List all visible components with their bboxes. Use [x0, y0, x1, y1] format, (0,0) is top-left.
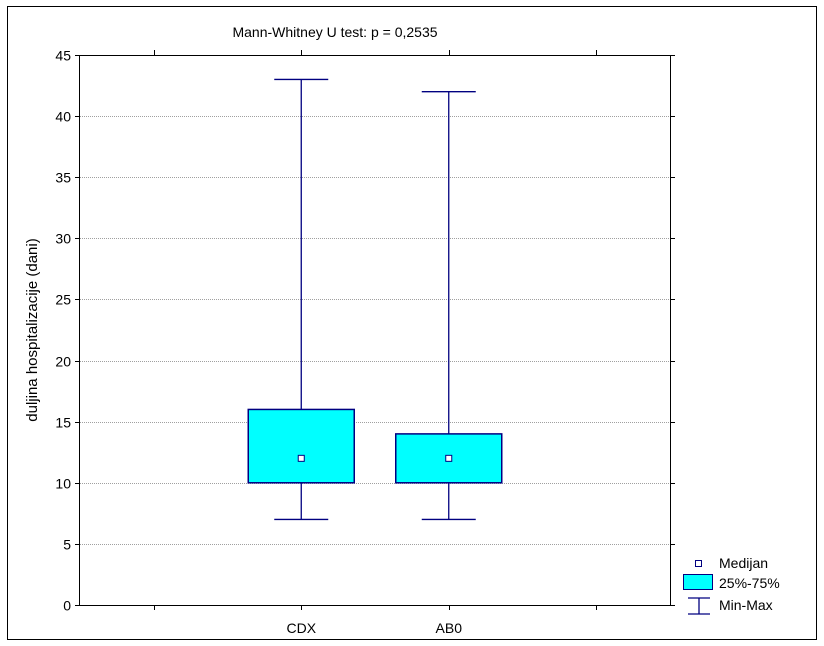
box-group-ab0	[395, 91, 503, 521]
legend-whisker-symbol	[688, 597, 710, 615]
y-tick-label: 10	[55, 476, 71, 492]
legend: Medijan 25%-75% Min-Max	[683, 555, 780, 615]
legend-median-marker	[695, 560, 702, 567]
y-tick-label: 40	[55, 109, 71, 125]
iqr-box	[395, 433, 503, 484]
plot-area-frame	[79, 55, 671, 606]
iqr-box	[247, 408, 355, 484]
y-tick-label: 15	[55, 415, 71, 431]
y-tick-label: 45	[55, 48, 71, 64]
y-tick-label: 35	[55, 170, 71, 186]
grid-lines	[80, 116, 670, 545]
outer-border	[7, 6, 817, 640]
y-tick-label: 5	[63, 537, 71, 553]
legend-box-label: 25%-75%	[719, 575, 780, 591]
legend-box-swatch	[683, 574, 713, 590]
legend-whisker-label: Min-Max	[719, 597, 773, 613]
chart-title: Mann-Whitney U test: p = 0,2535	[232, 24, 437, 40]
y-tick-label: 30	[55, 231, 71, 247]
legend-median-label: Medijan	[719, 555, 768, 571]
y-tick-label: 25	[55, 292, 71, 308]
median-marker	[445, 454, 453, 462]
x-tick-label: AB0	[436, 620, 463, 636]
x-axis-ticks: CDX AB0	[154, 50, 597, 636]
median-marker	[297, 454, 305, 462]
y-tick-label: 20	[55, 354, 71, 370]
box-group-cdx	[247, 78, 355, 521]
y-tick-label: 0	[63, 598, 71, 614]
x-tick-label: CDX	[286, 620, 316, 636]
box-series	[247, 78, 503, 521]
y-axis-label: duljina hospitalizacije (dani)	[24, 238, 41, 421]
